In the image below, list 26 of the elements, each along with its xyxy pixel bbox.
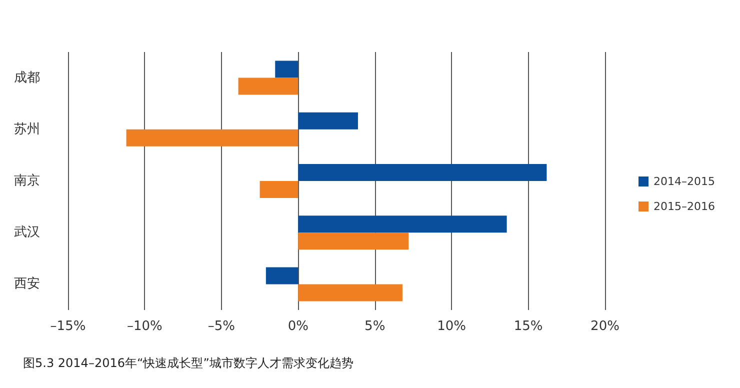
y-tick-label: 南京	[14, 174, 40, 188]
y-tick-label: 武汉	[14, 225, 40, 240]
bar	[126, 129, 298, 146]
y-tick-label: 苏州	[14, 122, 40, 137]
bar	[238, 78, 298, 95]
legend-label: 2014–2015	[654, 175, 716, 188]
y-tick-label: 西安	[14, 276, 40, 292]
bar	[298, 112, 358, 130]
x-tick-label: 0%	[288, 319, 308, 334]
x-tick-label: 20%	[590, 319, 620, 334]
bar	[298, 164, 547, 181]
bar	[298, 232, 409, 250]
bar	[298, 284, 402, 302]
bar	[275, 60, 298, 78]
x-tick-label: –10%	[127, 319, 162, 334]
bar	[266, 267, 298, 284]
x-tick-label: –5%	[208, 319, 235, 334]
y-tick-label: 成都	[14, 70, 40, 86]
bar	[260, 181, 298, 198]
bar	[298, 216, 507, 233]
text: 图5.3 2014–2016年“快速成长型”城市数字人才需求变化趋势	[23, 356, 354, 370]
x-tick-label: –15%	[50, 319, 86, 334]
x-tick-label: 5%	[364, 319, 386, 334]
x-tick-label: 15%	[514, 319, 543, 334]
x-tick-label: 10%	[437, 319, 466, 334]
legend-label: 2015–2016	[654, 200, 716, 213]
